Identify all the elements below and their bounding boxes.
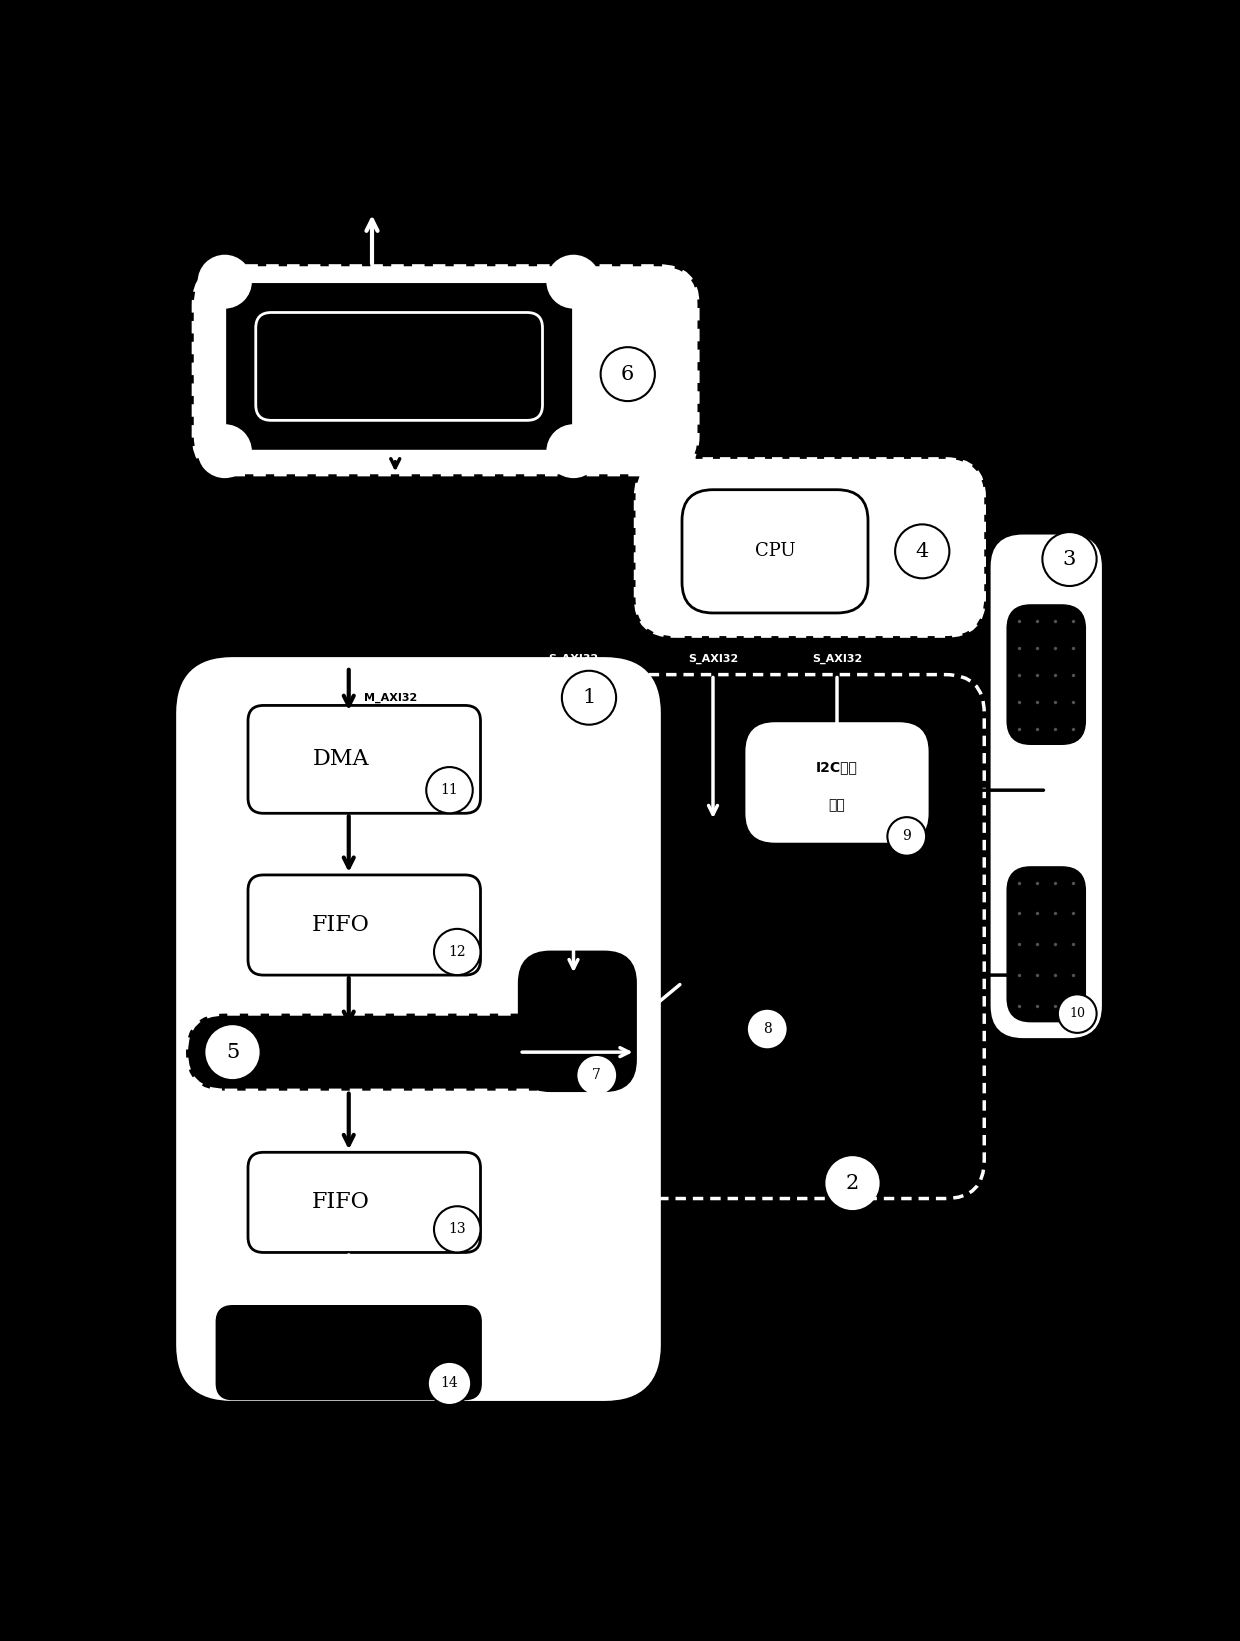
Text: 13: 13 — [449, 1223, 466, 1236]
Text: 2: 2 — [846, 1173, 859, 1193]
Circle shape — [434, 929, 481, 975]
Text: S_AXI32: S_AXI32 — [548, 655, 599, 665]
FancyBboxPatch shape — [635, 459, 985, 637]
Text: 14: 14 — [440, 1377, 459, 1390]
Circle shape — [428, 1362, 471, 1405]
Circle shape — [1058, 994, 1096, 1032]
Circle shape — [547, 254, 600, 309]
Text: DMA: DMA — [312, 748, 370, 770]
Text: 12: 12 — [449, 945, 466, 958]
Text: 6: 6 — [621, 364, 635, 384]
FancyBboxPatch shape — [217, 1306, 481, 1398]
Text: M_AXI32: M_AXI32 — [365, 693, 418, 702]
Text: I2C密钥: I2C密钥 — [816, 760, 858, 775]
Text: S_AXI32: S_AXI32 — [812, 655, 862, 665]
Text: 7: 7 — [593, 1068, 601, 1083]
Circle shape — [547, 425, 600, 478]
Text: 1: 1 — [583, 688, 595, 707]
Circle shape — [895, 525, 950, 578]
FancyBboxPatch shape — [744, 720, 930, 843]
FancyBboxPatch shape — [179, 660, 658, 1398]
FancyBboxPatch shape — [682, 489, 868, 614]
Text: 9: 9 — [903, 829, 911, 843]
FancyBboxPatch shape — [186, 1014, 635, 1091]
Circle shape — [888, 817, 926, 855]
Text: 注入: 注入 — [828, 799, 846, 812]
Circle shape — [1043, 532, 1096, 586]
FancyBboxPatch shape — [1007, 866, 1085, 1021]
Circle shape — [206, 1026, 259, 1080]
Circle shape — [427, 766, 472, 814]
FancyBboxPatch shape — [682, 875, 868, 1044]
FancyBboxPatch shape — [520, 952, 635, 1091]
FancyBboxPatch shape — [224, 282, 573, 451]
Text: CPU: CPU — [755, 542, 795, 560]
FancyBboxPatch shape — [255, 312, 543, 420]
Text: FIFO: FIFO — [312, 914, 370, 935]
Circle shape — [578, 1057, 616, 1095]
Text: 5: 5 — [226, 1042, 239, 1062]
Circle shape — [197, 425, 252, 478]
Circle shape — [600, 348, 655, 400]
Circle shape — [562, 671, 616, 725]
Text: S_AXI32: S_AXI32 — [688, 655, 738, 665]
Text: 3: 3 — [1063, 550, 1076, 568]
FancyBboxPatch shape — [193, 266, 697, 474]
FancyBboxPatch shape — [1007, 606, 1085, 743]
Text: 11: 11 — [440, 783, 459, 798]
Text: 4: 4 — [915, 542, 929, 561]
Circle shape — [748, 1009, 786, 1049]
Circle shape — [434, 1206, 481, 1252]
FancyBboxPatch shape — [992, 537, 1101, 1037]
FancyBboxPatch shape — [248, 875, 481, 975]
Circle shape — [826, 1157, 879, 1209]
Text: 8: 8 — [763, 1022, 771, 1035]
Circle shape — [197, 254, 252, 309]
FancyBboxPatch shape — [248, 706, 481, 814]
Text: FIFO: FIFO — [312, 1191, 370, 1213]
FancyBboxPatch shape — [248, 1152, 481, 1252]
Text: 10: 10 — [1069, 1008, 1085, 1021]
